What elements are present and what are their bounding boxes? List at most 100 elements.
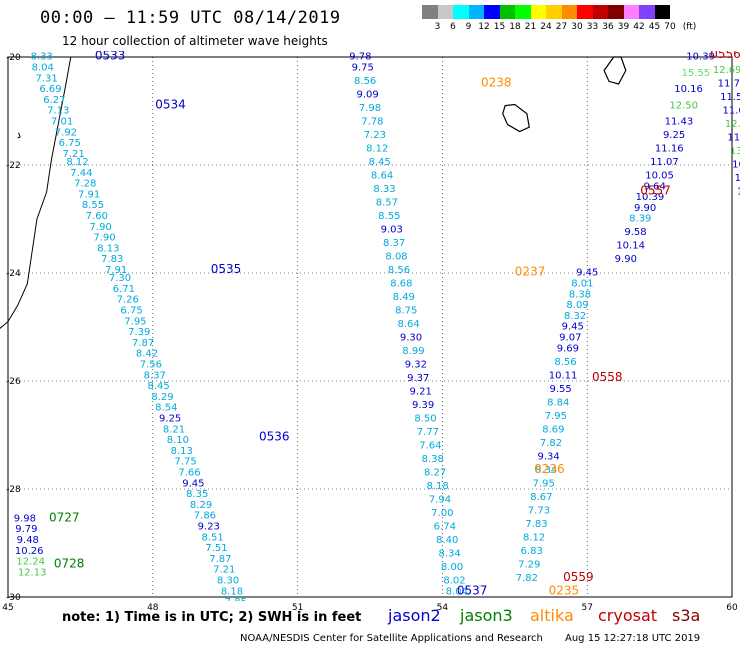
legend-swatch bbox=[453, 5, 469, 19]
wave-height-value: 8.33 bbox=[31, 52, 53, 63]
track-time-label: 0237 bbox=[515, 265, 546, 279]
wave-height-value: 9.23 bbox=[198, 522, 220, 533]
wave-height-value: 9.64 bbox=[644, 181, 666, 192]
wave-height-value: 10.83 bbox=[732, 160, 740, 171]
mauritius-coastline bbox=[603, 56, 627, 85]
wave-height-value: 7.82 bbox=[540, 438, 562, 449]
wave-height-value: 8.68 bbox=[390, 279, 412, 290]
wave-height-value: 9.79 bbox=[15, 524, 37, 535]
track-time-label: 0535 bbox=[211, 262, 242, 276]
wave-height-value: 8.55 bbox=[378, 211, 400, 222]
wave-height-value: 9.75 bbox=[352, 63, 374, 74]
color-legend-labels: 3 6 9 12 15 18 21 24 27 30 33 36 39 42 45 70 (ft) bbox=[422, 22, 732, 34]
track-time-label: 0559 bbox=[563, 570, 594, 584]
legend-label: 39 bbox=[617, 22, 630, 32]
track-time-label: 0556 bbox=[710, 47, 740, 61]
footer-note: note: 1) Time is in UTC; 2) SWH is in fe… bbox=[62, 610, 362, 625]
legend-swatch bbox=[654, 5, 670, 19]
legend-label: 21 bbox=[524, 22, 537, 32]
legend-label: 3 bbox=[434, 22, 441, 32]
wave-height-value: 9.07 bbox=[559, 333, 581, 344]
wave-height-value: 7.39 bbox=[128, 327, 150, 338]
map-frame bbox=[7, 56, 733, 598]
track-labels: 0533 0534 0535 0536 0537 0238 0237 0236 0235 0556… bbox=[49, 47, 740, 597]
wave-height-value: 7.98 bbox=[359, 103, 381, 114]
footer-timestamp: Aug 15 12:27:18 UTC 2019 bbox=[565, 633, 701, 644]
wave-height-value: 9.78 bbox=[349, 52, 371, 63]
legend-label: 36 bbox=[602, 22, 614, 32]
wave-height-value: 10.26 bbox=[15, 546, 44, 557]
legend-label: (ft) bbox=[682, 22, 697, 32]
legend-swatch bbox=[515, 5, 531, 19]
wave-height-value: 7.82 bbox=[516, 573, 538, 584]
wave-height-value: 7.90 bbox=[93, 233, 115, 244]
legend-swatch bbox=[546, 5, 562, 19]
wave-height-value: 7.13 bbox=[47, 106, 69, 117]
legend-swatch bbox=[639, 5, 655, 19]
wave-height-value: 8.49 bbox=[393, 292, 415, 303]
wave-height-value: 8.38 bbox=[569, 289, 591, 300]
wave-height-value: 8.09 bbox=[566, 300, 588, 311]
legend-label: 12 bbox=[478, 22, 490, 32]
wave-height-value: 11.43 bbox=[665, 117, 694, 128]
wave-height-value: 8.42 bbox=[136, 349, 158, 360]
wave-height-value: 7.95 bbox=[545, 411, 567, 422]
legend-label: 45 bbox=[648, 22, 661, 32]
wave-height-value: 8.57 bbox=[376, 198, 398, 209]
wave-height-value: 12.24 bbox=[16, 557, 45, 568]
wave-height-value: 6.75 bbox=[59, 138, 81, 149]
wave-height-value: 8.12 bbox=[366, 144, 388, 155]
wave-height-value: 8.00 bbox=[441, 562, 463, 573]
wave-height-value: 6.74 bbox=[434, 522, 456, 533]
wave-height-value: 7.92 bbox=[55, 127, 77, 138]
wave-height-value: 10.14 bbox=[616, 241, 645, 252]
wave-height-value: 15.55 bbox=[681, 68, 710, 79]
wave-height-value: 7.73 bbox=[528, 505, 550, 516]
wave-height-value: 6.27 bbox=[43, 95, 65, 106]
wave-height-value: 7.23 bbox=[364, 130, 386, 141]
wave-height-value: 7.90 bbox=[90, 222, 112, 233]
wave-height-value: 8.56 bbox=[388, 265, 410, 276]
wave-height-points: 8.338.047.316.696.277.137.017.926.757.21… bbox=[14, 52, 740, 601]
wave-height-value: 9.45 bbox=[576, 268, 598, 279]
wave-height-value: 7.75 bbox=[174, 457, 196, 468]
wave-height-value: 9.45 bbox=[182, 478, 204, 489]
wave-height-value: 8.64 bbox=[397, 319, 419, 330]
islet-coastline bbox=[17, 132, 21, 139]
wave-height-value: 9.30 bbox=[400, 333, 422, 344]
wave-height-value: 8.18 bbox=[426, 481, 448, 492]
wave-height-value: 8.54 bbox=[155, 403, 177, 414]
legend-label: 70 bbox=[664, 22, 676, 32]
page-subtitle: 12 hour collection of altimeter wave hei… bbox=[62, 34, 328, 48]
y-tick-label: -26 bbox=[6, 377, 21, 387]
wave-height-value: 8.38 bbox=[422, 454, 444, 465]
legend-swatch bbox=[499, 5, 515, 19]
track-time-label: 0236 bbox=[534, 462, 565, 476]
wave-height-value: 6.69 bbox=[39, 84, 61, 95]
wave-height-value: 9.25 bbox=[663, 130, 685, 141]
wave-height-value: 8.45 bbox=[369, 157, 391, 168]
legend-swatch bbox=[484, 5, 500, 19]
wave-height-value: 9.69 bbox=[557, 343, 579, 354]
wave-height-value: 12.13 bbox=[18, 567, 47, 578]
wave-height-value: 10.06 bbox=[735, 173, 740, 184]
wave-height-value: 7.44 bbox=[70, 168, 92, 179]
wave-height-value: 8.21 bbox=[163, 424, 185, 435]
wave-height-value: 9.25 bbox=[159, 414, 181, 425]
wave-height-value: 7.86 bbox=[194, 511, 216, 522]
wave-height-value: 11.16 bbox=[655, 144, 684, 155]
wave-height-value: 8.40 bbox=[436, 535, 458, 546]
track-time-label: 0534 bbox=[155, 97, 186, 111]
wave-height-value: 6.75 bbox=[120, 306, 142, 317]
track-time-label: 0728 bbox=[54, 556, 85, 570]
wave-height-value: 10.16 bbox=[674, 84, 703, 95]
wave-height-value: 7.21 bbox=[63, 149, 85, 160]
x-tick-label: 54 bbox=[437, 603, 449, 613]
x-tick-label: 48 bbox=[147, 603, 159, 613]
legend-label: 18 bbox=[509, 22, 521, 32]
wave-height-value: 8.55 bbox=[82, 200, 104, 211]
page-title: 00:00 – 11:59 UTC 08/14/2019 bbox=[40, 8, 341, 28]
wave-height-value: 11.93 bbox=[727, 133, 740, 144]
wave-height-value: 8.18 bbox=[221, 586, 243, 597]
legend-swatch bbox=[608, 5, 624, 19]
